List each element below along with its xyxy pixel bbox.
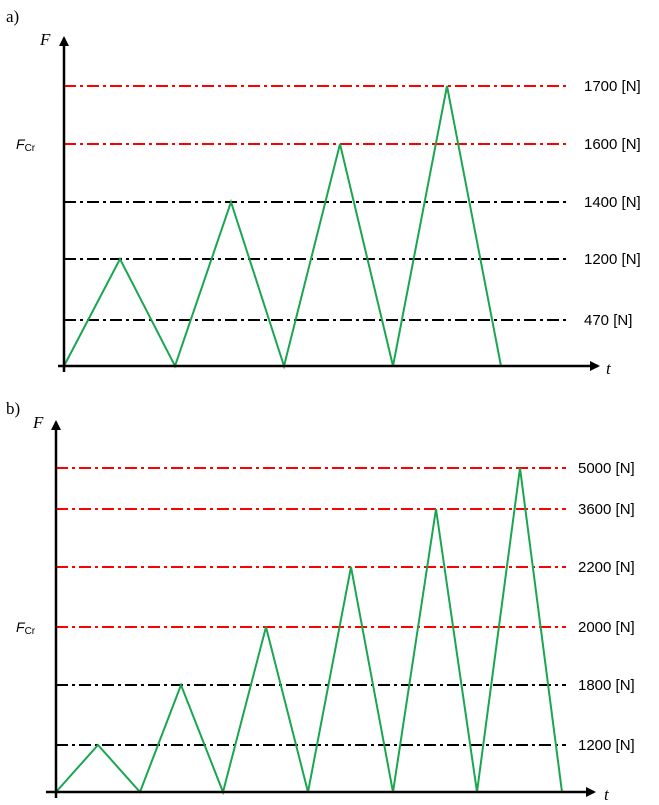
panel-b-critical-label-sub: Cr — [25, 626, 36, 637]
panel-b-levels — [56, 467, 566, 746]
panel-b: b) F t FCr 1200 [N]1800 [N]2000 [N]2200 … — [6, 399, 635, 804]
panel-b-load-curve — [55, 467, 563, 796]
panel-b-level-label-3600: 3600 [N] — [578, 501, 635, 518]
panel-a-levels — [64, 85, 566, 321]
panel-b-critical-label-main: F — [16, 619, 26, 635]
panel-a-level-label-1200: 1200 [N] — [584, 251, 641, 268]
panel-a-level-label-1700: 1700 [N] — [584, 78, 641, 95]
panel-b-y-axis-label: F — [32, 413, 44, 432]
panel-a: a) F t FCr 470 [N]1200 [N]1400 [N]1600 [… — [6, 7, 641, 378]
panel-a-load-curve — [63, 85, 502, 370]
panel-b-level-label-5000: 5000 [N] — [578, 460, 635, 477]
panel-b-level-labels: 1200 [N] 1800 [N] 2000 [N] 2200 [N] 3600 [N]… — [578, 460, 635, 754]
panel-b-x-axis-label: t — [604, 785, 610, 804]
panel-b-level-label-2200: 2200 [N] — [578, 559, 635, 576]
panel-a-critical-label-main: F — [16, 136, 26, 152]
panel-b-level-label-1200: 1200 [N] — [578, 737, 635, 754]
panel-a-level-label-470: 470 [N] — [584, 312, 632, 329]
panel-b-level-label-1800: 1800 [N] — [578, 677, 635, 694]
panel-a-label: a) — [6, 7, 19, 26]
panel-a-level-labels: 470 [N] 1200 [N] 1400 [N] 1600 [N] 1700 [N] — [584, 78, 641, 329]
panel-b-label: b) — [6, 399, 20, 418]
panel-b-level-label-2000: 2000 [N] — [578, 619, 635, 636]
panel-b-critical-label: FCr — [16, 619, 36, 637]
panel-a-critical-label-sub: Cr — [25, 143, 36, 154]
panel-a-level-label-1400: 1400 [N] — [584, 194, 641, 211]
panel-a-y-axis-label: F — [39, 30, 51, 49]
panel-a-level-label-1600: 1600 [N] — [584, 136, 641, 153]
panel-a-critical-label: FCr — [16, 136, 36, 154]
panel-a-x-axis-label: t — [606, 359, 612, 378]
